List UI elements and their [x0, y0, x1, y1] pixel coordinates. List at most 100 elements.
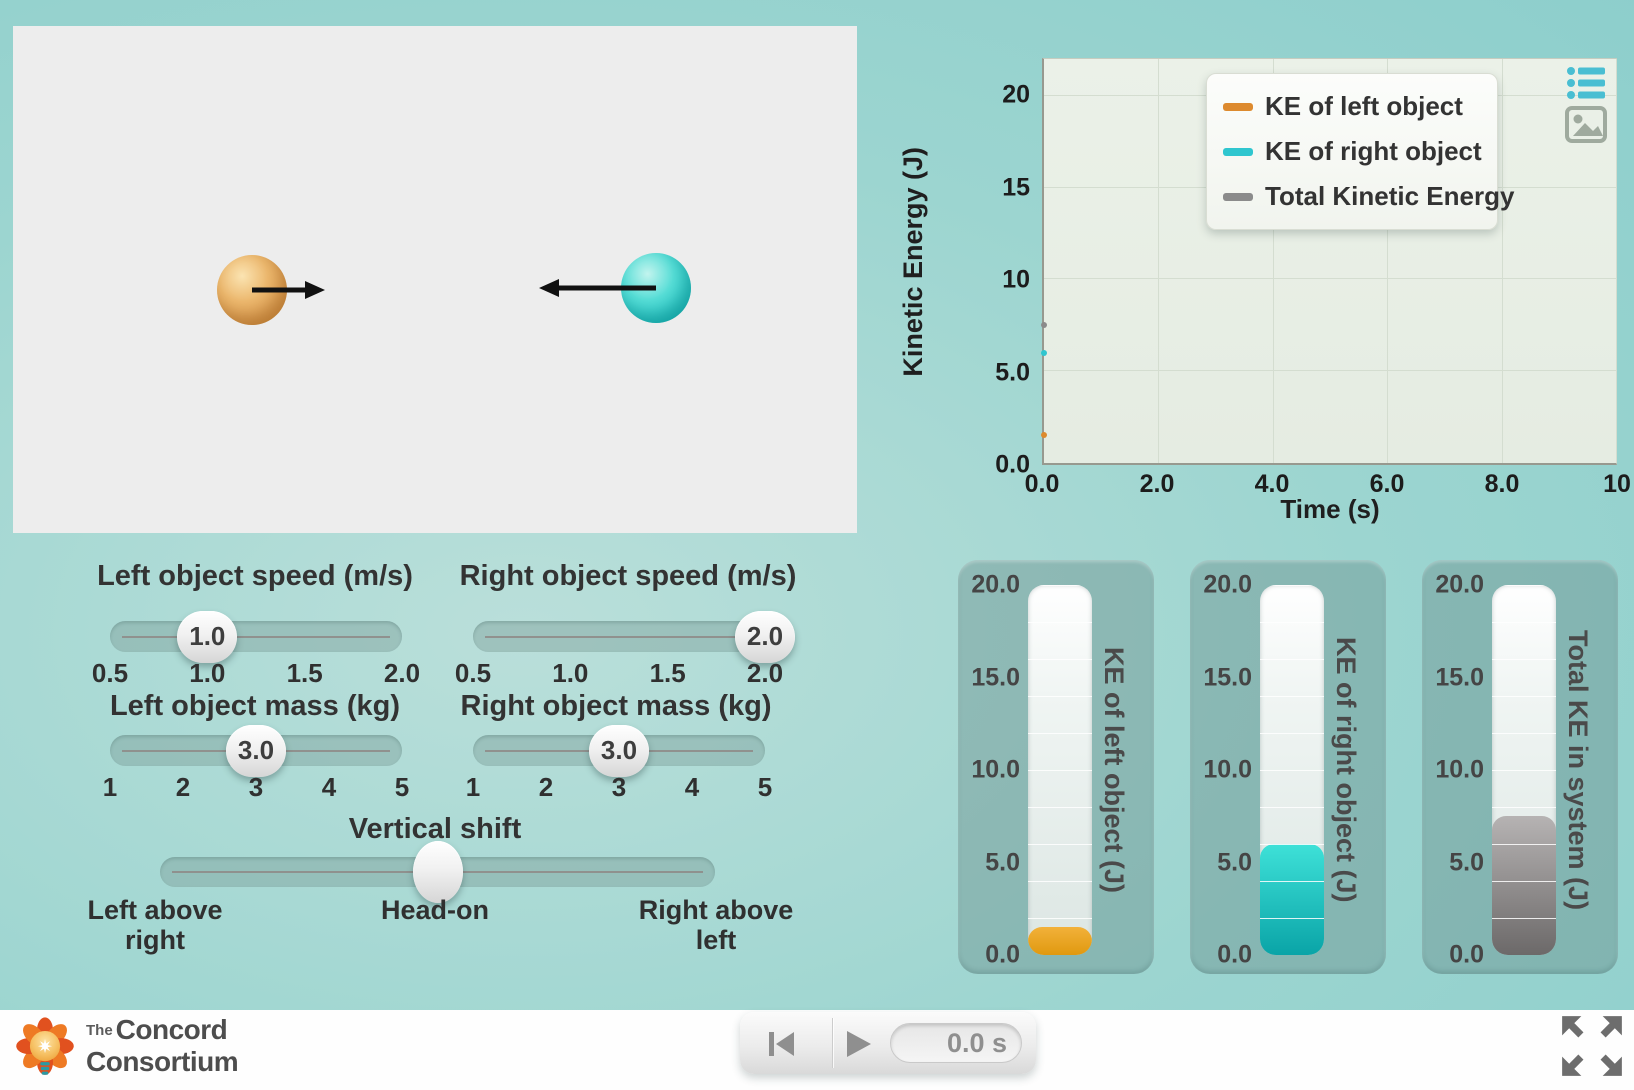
slider-line	[122, 635, 390, 638]
left-speed-slider-handle[interactable]: 1.0	[177, 610, 238, 663]
left-object-ball	[217, 255, 287, 325]
slider-tick-label: 0.5	[91, 658, 129, 688]
gauge-tick-label: 10.0	[1435, 755, 1484, 784]
y-tick-label: 15	[1002, 173, 1030, 201]
gauge-tick-label: 0.0	[1449, 940, 1484, 969]
gridline	[1387, 59, 1389, 463]
slider-tick-label: 2.0	[383, 658, 421, 688]
vshift-label-center: Head-on	[381, 895, 489, 925]
chart-x-ticks: 0.0 2.0 4.0 6.0 8.0 10	[1025, 470, 1631, 500]
slider-tick-label: 4	[321, 772, 337, 802]
vshift-label-left: Left above right	[87, 895, 223, 955]
concord-consortium-logo[interactable]: The Concord Consortium	[12, 1014, 239, 1082]
slider-tick-label: 1.5	[649, 658, 686, 688]
left-speed-slider[interactable]: 1.0	[110, 610, 402, 663]
gauge-tick-label: 20.0	[1203, 570, 1252, 599]
gauge-total-ke: 20.0 15.0 10.0 5.0 0.0 Total KE in system (J…	[1422, 560, 1618, 974]
gauge-track	[1492, 585, 1556, 955]
legend-label: KE of right object	[1265, 136, 1482, 166]
y-tick-label: 0.0	[995, 450, 1030, 479]
gauge-tick-label: 10.0	[1203, 755, 1252, 784]
time-display: 0.0 s	[890, 1023, 1022, 1063]
legend-item-right-object: KE of right object	[1207, 129, 1497, 174]
right-mass-slider-handle[interactable]: 3.0	[589, 724, 649, 777]
slider-tick-label: 3	[611, 772, 627, 802]
velocity-arrows	[252, 279, 656, 299]
left-speed-slider-title: Left object speed (m/s)	[97, 560, 413, 592]
gauge-tick-label: 20.0	[971, 570, 1020, 599]
gauge-fill-cyan	[1260, 844, 1324, 955]
snapshot-image-icon[interactable]	[1565, 106, 1607, 143]
x-tick-label: 6.0	[1369, 470, 1405, 498]
gauge-tick-label: 15.0	[1203, 663, 1252, 691]
legend-swatch-cyan	[1223, 147, 1253, 156]
legend-item-left-object: KE of left object	[1207, 84, 1497, 129]
right-object-ball	[621, 253, 691, 323]
slider-tick-label: 5	[757, 772, 773, 802]
play-icon	[847, 1031, 871, 1057]
fullscreen-arrows-icon[interactable]	[1560, 1014, 1624, 1078]
right-mass-slider-ticks: 1 2 3 4 5	[466, 772, 772, 802]
left-mass-slider[interactable]: 3.0	[110, 724, 402, 777]
x-tick-label: 8.0	[1484, 470, 1520, 498]
gauge-fill-orange	[1028, 927, 1092, 955]
logo-flower-icon	[16, 1017, 74, 1075]
data-list-icon[interactable]	[1567, 66, 1607, 100]
gauge-scale: 20.0 15.0 10.0 5.0 0.0	[1424, 571, 1484, 969]
play-button[interactable]	[838, 1026, 878, 1062]
slider-tick-label: 5	[394, 772, 410, 802]
legend-swatch-orange	[1223, 102, 1253, 111]
right-speed-slider-handle[interactable]: 2.0	[735, 610, 795, 663]
gauge-tick-label: 0.0	[985, 940, 1020, 969]
y-tick-label: 20	[1002, 80, 1030, 109]
vertical-shift-slider-handle[interactable]	[412, 841, 463, 903]
x-tick-label: 0.0	[1024, 470, 1060, 498]
gauge-tick-label: 5.0	[985, 848, 1020, 876]
chart-point	[1041, 349, 1047, 356]
gauge-tick-label: 15.0	[971, 663, 1020, 691]
left-mass-slider-title: Left object mass (kg)	[109, 690, 401, 722]
gauge-ke-right-object: 20.0 15.0 10.0 5.0 0.0 KE of right object (J…	[1190, 560, 1386, 974]
slider-tick-label: 1	[102, 772, 118, 802]
gridline	[1158, 59, 1160, 463]
left-mass-slider-handle[interactable]: 3.0	[226, 724, 286, 777]
legend-label: Total Kinetic Energy	[1265, 181, 1515, 211]
chart-legend: KE of left object KE of right object Tot…	[1206, 73, 1514, 230]
vshift-label-right: Right above left	[638, 895, 794, 955]
gauge-tick-label: 5.0	[1449, 848, 1484, 876]
gauge-track	[1260, 585, 1324, 955]
gauge-tick-label: 5.0	[1217, 848, 1252, 876]
skip-to-start-icon	[769, 1032, 794, 1056]
right-speed-slider-title: Right object speed (m/s)	[459, 560, 797, 592]
simulation-canvas	[13, 26, 857, 533]
left-mass-slider-ticks: 1 2 3 4 5	[103, 772, 409, 802]
x-tick-label: 2.0	[1139, 470, 1175, 498]
skip-to-start-button[interactable]	[762, 1026, 802, 1062]
slider-tick-label: 1.5	[286, 658, 323, 688]
gridline	[1272, 59, 1274, 463]
chart-point	[1041, 322, 1047, 329]
y-tick-label: 10	[1002, 265, 1030, 294]
y-tick-label: 5.0	[995, 358, 1030, 386]
gauge-label: KE of left object (J)	[1099, 646, 1129, 893]
x-tick-label: 10	[1603, 470, 1631, 498]
slider-tick-label: 1	[465, 772, 481, 802]
right-mass-slider[interactable]: 3.0	[473, 724, 765, 777]
slider-tick-label: 2	[538, 772, 554, 802]
gridline	[1044, 370, 1616, 372]
right-speed-slider-ticks: 0.5 1.0 1.5 2.0	[455, 658, 783, 688]
chart-y-ticks: 20 15 10 5.0 0.0	[950, 58, 1030, 479]
left-speed-slider-ticks: 0.5 1.0 1.5 2.0	[92, 658, 420, 688]
gauge-label: Total KE in system (J)	[1563, 629, 1593, 911]
slider-tick-label: 2.0	[746, 658, 784, 688]
gauge-tick-label: 10.0	[971, 755, 1020, 784]
gauge-scale: 20.0 15.0 10.0 5.0 0.0	[960, 571, 1020, 969]
slider-tick-label: 1.0	[552, 658, 589, 688]
gauge-scale: 20.0 15.0 10.0 5.0 0.0	[1192, 571, 1252, 969]
right-speed-slider[interactable]: 2.0	[473, 610, 795, 663]
vertical-shift-slider-title: Vertical shift	[348, 813, 522, 845]
gauge-tick-label: 0.0	[1217, 940, 1252, 969]
gauge-label: KE of right object (J)	[1331, 637, 1361, 903]
vertical-shift-slider[interactable]	[160, 841, 715, 903]
